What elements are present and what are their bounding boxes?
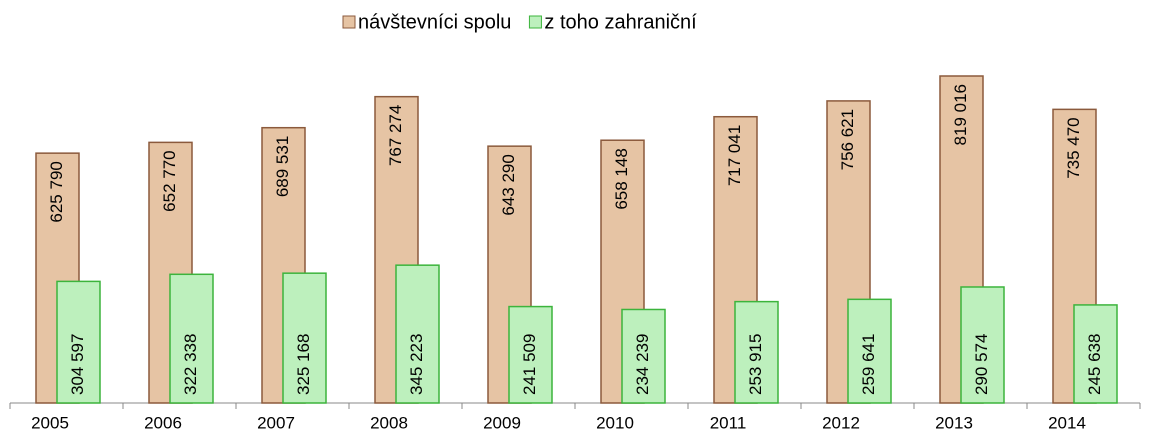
value-label: 756 621	[838, 109, 857, 170]
value-label: 234 239	[633, 334, 652, 395]
bar	[56, 280, 101, 404]
value-label: 625 790	[47, 161, 66, 222]
bar	[1073, 304, 1118, 404]
value-label: 643 290	[499, 154, 518, 215]
value-label: 245 638	[1085, 334, 1104, 395]
value-label: 819 016	[951, 84, 970, 145]
bar	[621, 308, 666, 404]
value-label: 253 915	[746, 334, 765, 395]
x-tick-label: 2008	[370, 413, 408, 432]
bar	[960, 286, 1005, 404]
bar	[169, 273, 214, 404]
x-tick-label: 2014	[1048, 413, 1086, 432]
x-tick-label: 2007	[257, 413, 295, 432]
value-label: 658 148	[612, 148, 631, 209]
legend-swatch	[342, 15, 356, 29]
value-label: 345 223	[407, 334, 426, 395]
value-label: 290 574	[972, 334, 991, 395]
x-tick-label: 2006	[144, 413, 182, 432]
x-tick-label: 2012	[822, 413, 860, 432]
x-tick-label: 2013	[935, 413, 973, 432]
bar	[282, 272, 327, 404]
value-label: 689 531	[273, 136, 292, 197]
value-label: 259 641	[859, 334, 878, 395]
legend-label: návštevníci spolu	[358, 11, 511, 33]
legend-label: z toho zahraniční	[544, 11, 697, 33]
value-label: 735 470	[1064, 117, 1083, 178]
bar	[734, 300, 779, 404]
bar	[508, 305, 553, 404]
x-tick-label: 2011	[710, 413, 747, 432]
x-tick-label: 2009	[483, 413, 521, 432]
value-label: 322 338	[181, 334, 200, 395]
value-label: 241 509	[520, 334, 539, 395]
value-label: 717 041	[725, 125, 744, 186]
x-tick-label: 2010	[596, 413, 634, 432]
value-label: 304 597	[68, 334, 87, 395]
value-label: 767 274	[386, 105, 405, 166]
value-label: 652 770	[160, 150, 179, 211]
bar	[395, 264, 440, 404]
legend-swatch	[528, 15, 542, 29]
value-label: 325 168	[294, 334, 313, 395]
x-tick-label: 2005	[31, 413, 69, 432]
bar	[847, 298, 892, 404]
